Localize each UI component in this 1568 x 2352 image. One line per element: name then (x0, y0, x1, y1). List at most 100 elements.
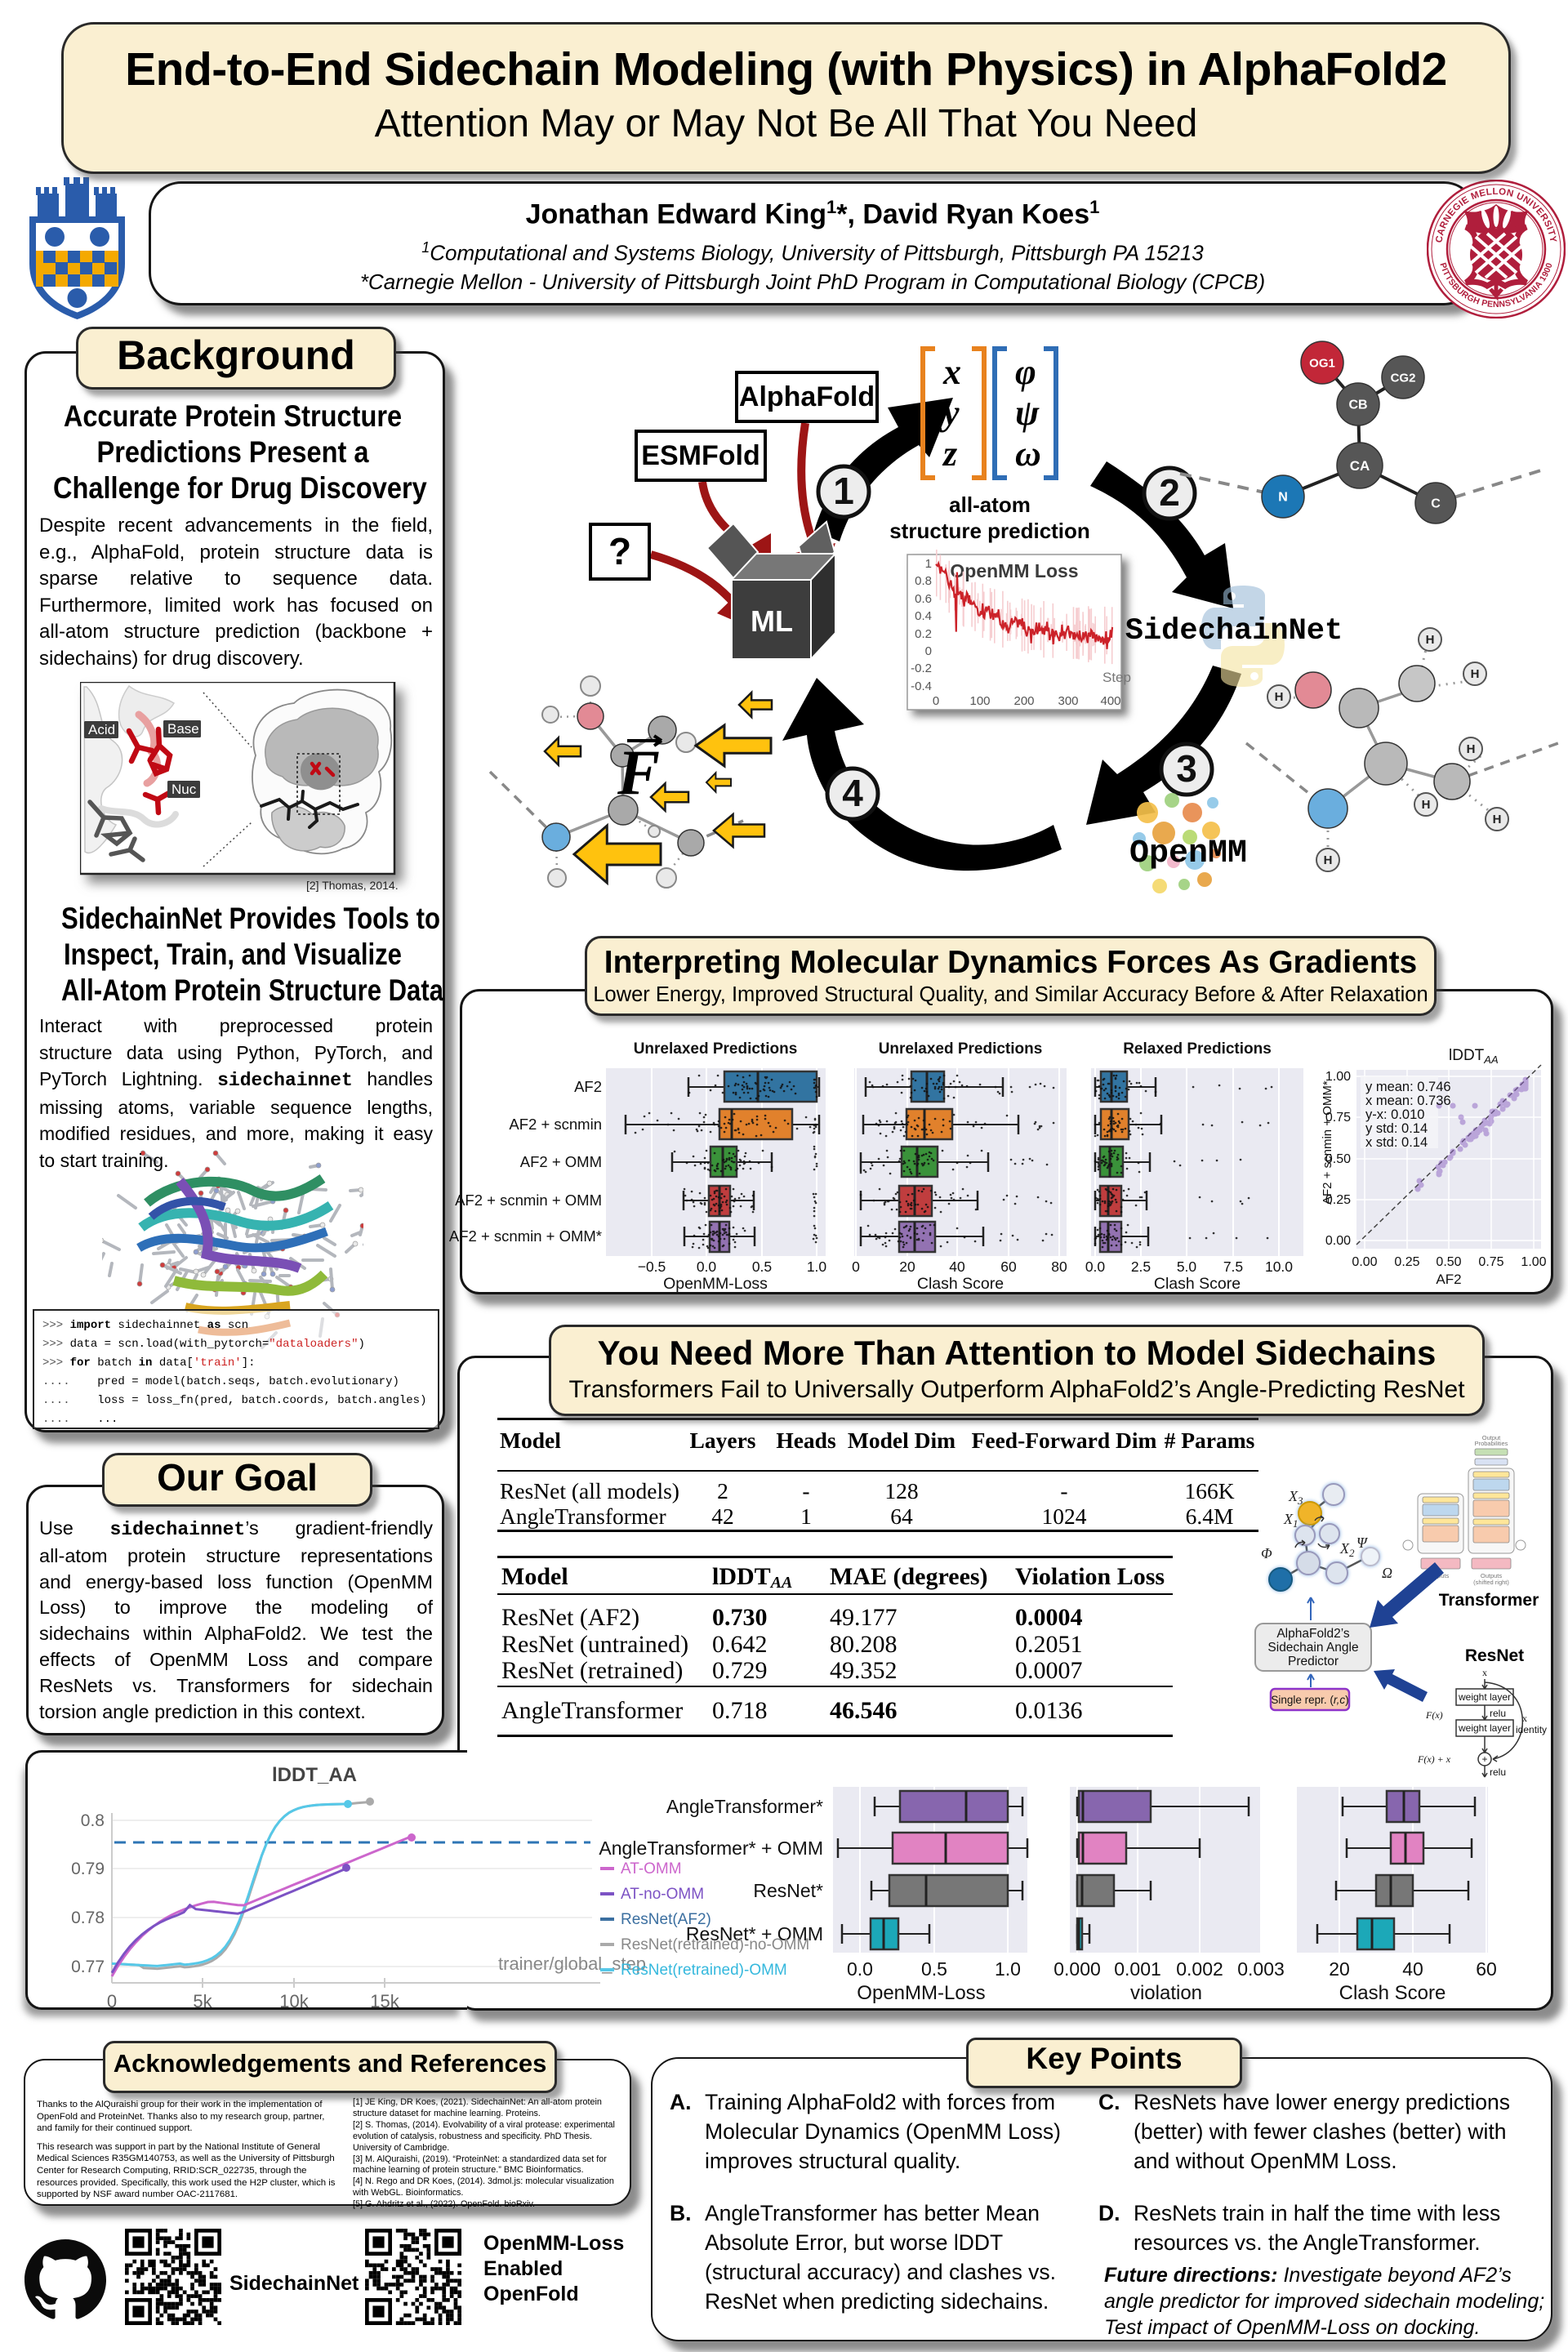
svg-text:x: x (1522, 1713, 1527, 1724)
svg-text:1.0: 1.0 (995, 1958, 1021, 1980)
svg-text:AlphaFold2’s: AlphaFold2’s (1276, 1627, 1350, 1641)
svg-text:0.77: 0.77 (71, 1958, 105, 1976)
svg-text:AlphaFold: AlphaFold (739, 381, 875, 412)
svg-text:y std: 0.14: y std: 0.14 (1365, 1121, 1428, 1136)
svg-text:H: H (1467, 742, 1476, 756)
svg-text:0.8: 0.8 (915, 574, 932, 588)
svg-text:Ω: Ω (1382, 1565, 1392, 1581)
svg-text:x: x (1482, 1667, 1487, 1678)
svg-text:x mean: 0.736: x mean: 0.736 (1365, 1094, 1451, 1108)
svg-text:-0.2: -0.2 (911, 662, 932, 675)
svg-text:Outputs: Outputs (1481, 1572, 1503, 1579)
svg-text:ResNet(retrained)-OMM: ResNet(retrained)-OMM (621, 1962, 787, 1979)
svg-text:Clash Score: Clash Score (917, 1275, 1004, 1293)
svg-text:identity: identity (1516, 1724, 1547, 1735)
svg-text:Ψ: Ψ (1356, 1535, 1369, 1551)
svg-text:Φ: Φ (1261, 1545, 1272, 1561)
svg-text:lDDT_AA: lDDT_AA (272, 1764, 357, 1786)
svg-text:CA: CA (1350, 458, 1370, 474)
svg-text:Unrelaxed Predictions: Unrelaxed Predictions (879, 1040, 1043, 1058)
svg-text:0.002: 0.002 (1176, 1958, 1223, 1980)
svg-text:0.0: 0.0 (1085, 1258, 1106, 1275)
svg-text:0: 0 (852, 1258, 860, 1275)
svg-text:10.0: 10.0 (1265, 1258, 1293, 1275)
svg-text:Unrelaxed Predictions: Unrelaxed Predictions (634, 1040, 798, 1058)
svg-text:all-atom: all-atom (949, 492, 1031, 517)
svg-text:AF2 + scnmin + OMM: AF2 + scnmin + OMM (455, 1192, 602, 1209)
svg-text:ML: ML (751, 604, 793, 638)
svg-text:60: 60 (1476, 1958, 1497, 1980)
svg-text:0.79: 0.79 (71, 1860, 105, 1878)
svg-text:AngleTransformer* + OMM: AngleTransformer* + OMM (599, 1838, 823, 1859)
svg-text:AF2: AF2 (1436, 1272, 1461, 1287)
svg-text:F: F (617, 737, 660, 808)
svg-text:AT-OMM: AT-OMM (621, 1860, 682, 1878)
svg-text:y mean: 0.746: y mean: 0.746 (1365, 1080, 1451, 1094)
svg-text:Clash Score: Clash Score (1154, 1275, 1241, 1293)
svg-text:relu: relu (1490, 1766, 1506, 1778)
svg-text:(shifted right): (shifted right) (1473, 1579, 1509, 1586)
svg-text:H: H (1493, 813, 1502, 826)
svg-text:0.001: 0.001 (1114, 1958, 1161, 1980)
svg-text:y-x: 0.010: y-x: 0.010 (1365, 1107, 1424, 1122)
svg-text:OpenMM Loss: OpenMM Loss (950, 560, 1078, 581)
svg-text:AF2: AF2 (574, 1078, 602, 1095)
svg-text:Clash Score: Clash Score (1339, 1982, 1446, 2004)
svg-text:+: + (1481, 1753, 1487, 1765)
svg-text:200: 200 (1013, 694, 1034, 708)
svg-text:400: 400 (1100, 694, 1120, 708)
svg-text:N: N (1278, 491, 1288, 505)
svg-text:0.00: 0.00 (1325, 1234, 1351, 1248)
svg-text:7.5: 7.5 (1223, 1258, 1243, 1275)
svg-text:0.5: 0.5 (921, 1958, 947, 1980)
svg-text:Probabilities: Probabilities (1475, 1440, 1508, 1447)
svg-text:10k: 10k (279, 1991, 309, 2011)
svg-text:relu: relu (1490, 1708, 1506, 1719)
svg-text:AF2 + scnmin + OMM*: AF2 + scnmin + OMM* (449, 1227, 602, 1245)
svg-text:y: y (939, 393, 960, 433)
svg-text:ResNet* + OMM: ResNet* + OMM (686, 1923, 823, 1944)
svg-text:OpenMM: OpenMM (1129, 835, 1247, 872)
svg-text:OpenMM-Loss: OpenMM-Loss (663, 1275, 768, 1293)
svg-text:0.2: 0.2 (915, 627, 932, 641)
svg-text:Output: Output (1482, 1434, 1501, 1441)
svg-text:0.78: 0.78 (71, 1909, 105, 1927)
svg-text:Acid: Acid (88, 722, 115, 737)
svg-text:5.0: 5.0 (1177, 1258, 1197, 1275)
svg-text:ω: ω (1015, 434, 1041, 474)
svg-text:structure prediction: structure prediction (889, 519, 1090, 543)
svg-text:H: H (1422, 798, 1431, 812)
svg-text:20: 20 (1329, 1958, 1350, 1980)
svg-text:ψ: ψ (1015, 393, 1040, 433)
svg-text:80: 80 (1051, 1258, 1067, 1275)
svg-text:−0.5: −0.5 (638, 1258, 666, 1275)
svg-text:ESMFold: ESMFold (641, 440, 760, 471)
svg-text:0.75: 0.75 (1478, 1255, 1503, 1269)
svg-text:H: H (1426, 633, 1435, 647)
svg-text:1.00: 1.00 (1325, 1070, 1351, 1084)
svg-text:300: 300 (1058, 694, 1078, 708)
svg-text:60: 60 (1000, 1258, 1017, 1275)
svg-text:0.000: 0.000 (1054, 1958, 1101, 1980)
svg-text:0.4: 0.4 (915, 609, 932, 623)
svg-text:H: H (1471, 667, 1480, 681)
svg-text:AF2 + scnmin + OMM*: AF2 + scnmin + OMM* (1321, 1080, 1334, 1205)
svg-text:Base: Base (167, 721, 199, 737)
svg-text:0.75: 0.75 (1325, 1111, 1351, 1125)
svg-text:4: 4 (842, 772, 863, 814)
svg-text:ResNet*: ResNet* (753, 1880, 823, 1901)
svg-text:15k: 15k (370, 1991, 399, 2011)
svg-text:Relaxed Predictions: Relaxed Predictions (1123, 1040, 1272, 1058)
svg-text:0.50: 0.50 (1325, 1152, 1351, 1166)
svg-text:0: 0 (933, 694, 939, 708)
svg-text:F(x): F(x) (1425, 1709, 1443, 1721)
svg-text:AF2 + OMM: AF2 + OMM (520, 1153, 602, 1170)
svg-text:Sidechain Angle: Sidechain Angle (1267, 1641, 1358, 1655)
svg-text:x: x (942, 352, 961, 392)
svg-text:0.5: 0.5 (752, 1258, 772, 1275)
svg-text:AngleTransformer*: AngleTransformer* (666, 1796, 823, 1817)
svg-text:x std: 0.14: x std: 0.14 (1365, 1135, 1428, 1150)
svg-text:2: 2 (1159, 471, 1180, 514)
svg-text:Transformer: Transformer (1439, 1591, 1539, 1610)
svg-text:OG1: OG1 (1309, 356, 1335, 370)
